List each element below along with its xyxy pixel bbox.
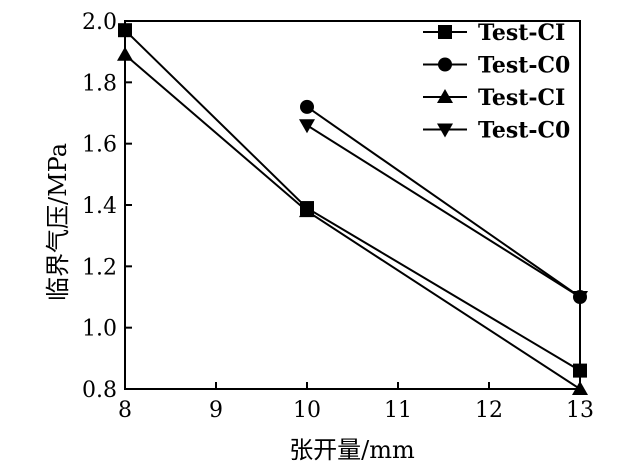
x-tick-label: 13 bbox=[566, 398, 594, 423]
legend-marker bbox=[437, 123, 453, 138]
series-3 bbox=[117, 46, 588, 395]
y-axis-ticks: 0.8 1.0 1.2 1.4 1.6 1.8 2.0 bbox=[82, 10, 132, 403]
data-point bbox=[118, 23, 132, 38]
x-axis-title: 张开量/mm bbox=[289, 436, 415, 464]
legend-entry: Test-CI bbox=[423, 85, 565, 111]
legend-entry: Test-CI bbox=[423, 20, 565, 46]
legend-label: Test-C0 bbox=[478, 118, 570, 144]
data-point bbox=[573, 363, 587, 378]
legend-label: Test-CI bbox=[478, 85, 565, 111]
x-axis-ticks: 8 9 10 11 12 13 bbox=[118, 382, 594, 423]
legend-marker bbox=[437, 89, 453, 103]
series-line bbox=[124, 29, 581, 372]
data-point bbox=[300, 99, 314, 114]
data-point bbox=[572, 381, 588, 395]
y-tick-label: 1.4 bbox=[82, 194, 117, 219]
data-point bbox=[299, 203, 315, 218]
data-point bbox=[572, 291, 588, 305]
y-tick-label: 0.8 bbox=[82, 378, 117, 403]
legend-marker bbox=[438, 57, 452, 72]
legend-marker bbox=[438, 25, 452, 39]
y-tick-label: 1.2 bbox=[82, 255, 117, 280]
legend-label: Test-CI bbox=[478, 20, 565, 46]
x-tick-label: 10 bbox=[293, 398, 321, 423]
legend-label: Test-C0 bbox=[478, 53, 570, 79]
series-line bbox=[306, 106, 581, 298]
legend: Test-CI Test-C0 Test-CI Test-C0 bbox=[423, 20, 570, 144]
y-tick-label: 1.0 bbox=[82, 317, 117, 342]
data-point bbox=[299, 119, 315, 134]
x-tick-label: 8 bbox=[118, 398, 132, 423]
x-tick-label: 11 bbox=[384, 398, 412, 423]
y-axis-title: 临界气压/MPa bbox=[44, 143, 72, 301]
legend-entry: Test-C0 bbox=[423, 53, 570, 79]
series-4 bbox=[299, 119, 588, 305]
y-tick-label: 2.0 bbox=[82, 10, 117, 35]
series-layer bbox=[117, 23, 588, 395]
x-tick-label: 9 bbox=[209, 398, 223, 423]
series-line bbox=[306, 124, 581, 298]
x-tick-label: 12 bbox=[475, 398, 503, 423]
y-tick-label: 1.6 bbox=[82, 133, 117, 158]
data-point bbox=[117, 46, 133, 61]
y-tick-label: 1.8 bbox=[82, 71, 117, 96]
legend-entry: Test-C0 bbox=[423, 118, 570, 144]
